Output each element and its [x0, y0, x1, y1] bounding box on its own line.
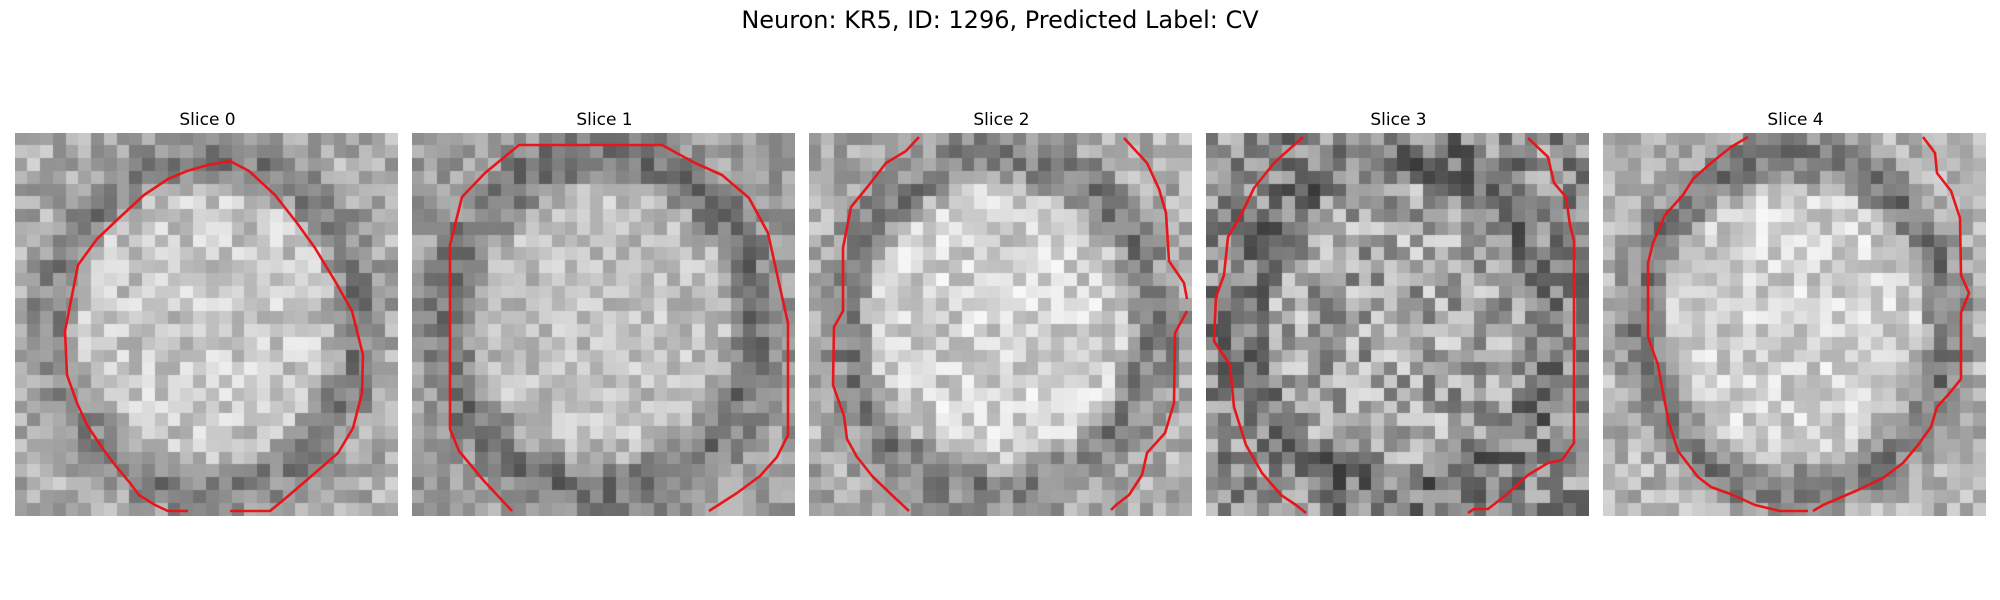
slice-panel-1: Slice 1 — [412, 108, 797, 516]
slice-title-3: Slice 3 — [1370, 110, 1427, 130]
slice-title-2: Slice 2 — [973, 110, 1030, 130]
slice-image-3 — [1206, 133, 1589, 516]
slice-title-4: Slice 4 — [1767, 110, 1824, 130]
slice-title-1: Slice 1 — [576, 110, 633, 130]
slice-image-0 — [15, 133, 398, 516]
slice-title-0: Slice 0 — [179, 110, 236, 130]
slice-panel-3: Slice 3 — [1206, 108, 1591, 516]
slice-panel-2: Slice 2 — [809, 108, 1194, 516]
slice-panel-0: Slice 0 — [15, 108, 400, 516]
slice-image-1 — [412, 133, 795, 516]
slice-panel-4: Slice 4 — [1603, 108, 1988, 516]
slice-image-4 — [1603, 133, 1986, 516]
figure-title: Neuron: KR5, ID: 1296, Predicted Label: … — [741, 6, 1259, 34]
slice-image-2 — [809, 133, 1192, 516]
